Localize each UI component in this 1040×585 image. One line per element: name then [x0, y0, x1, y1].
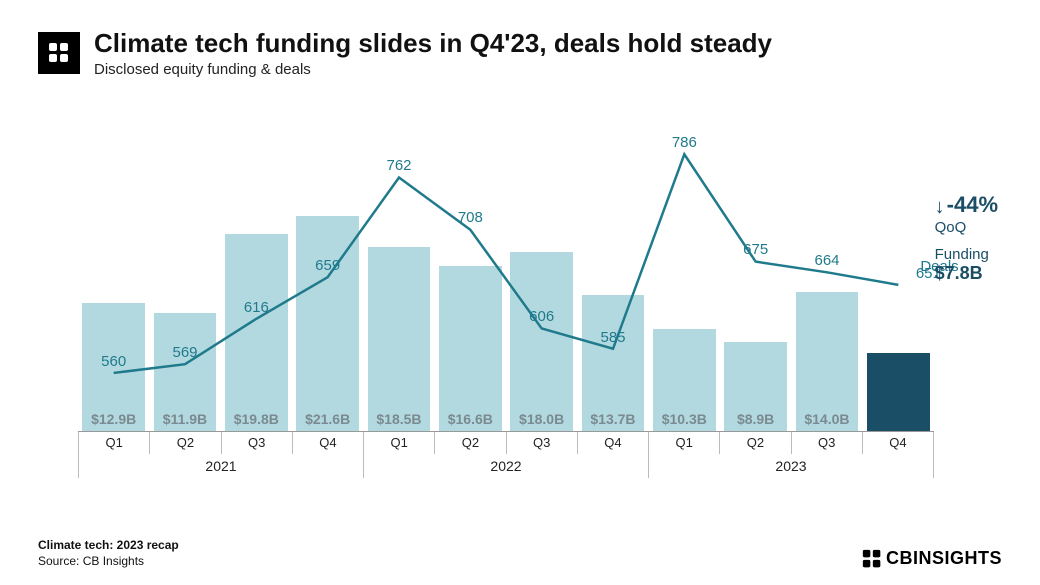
- plot-area: $12.9B$11.9B$19.8B$21.6B$18.5B$16.6B$18.…: [78, 102, 934, 432]
- deal-value-label: 585: [600, 329, 625, 346]
- brand: CBINSIGHTS: [862, 548, 1002, 569]
- deal-value-label: 659: [315, 257, 340, 274]
- x-tick-year: 2021: [78, 454, 364, 478]
- page-subtitle: Disclosed equity funding & deals: [94, 61, 1002, 78]
- x-axis-quarters: Q1Q2Q3Q4Q1Q2Q3Q4Q1Q2Q3Q4: [78, 432, 934, 454]
- footer: Climate tech: 2023 recap Source: CB Insi…: [38, 537, 1002, 569]
- deal-value-label: 708: [458, 209, 483, 226]
- x-tick-year: 2023: [649, 454, 934, 478]
- callout-sub: QoQ: [935, 219, 998, 236]
- x-axis-years: 202120222023: [78, 454, 934, 478]
- titles: Climate tech funding slides in Q4'23, de…: [94, 28, 1002, 78]
- x-tick-quarter: Q1: [78, 432, 150, 454]
- deal-value-label: 606: [529, 308, 554, 325]
- page: Climate tech funding slides in Q4'23, de…: [0, 0, 1040, 585]
- x-tick-quarter: Q4: [578, 432, 649, 454]
- header: Climate tech funding slides in Q4'23, de…: [38, 28, 1002, 78]
- x-tick-quarter: Q3: [507, 432, 578, 454]
- deal-value-label: 786: [672, 134, 697, 151]
- x-tick-quarter: Q2: [720, 432, 791, 454]
- deal-value-label: 569: [172, 344, 197, 361]
- x-tick-quarter: Q2: [435, 432, 506, 454]
- x-tick-quarter: Q2: [150, 432, 221, 454]
- x-tick-quarter: Q3: [222, 432, 293, 454]
- callout: ↓-44% QoQ Funding $7.8B: [935, 192, 998, 284]
- footnote: Climate tech: 2023 recap Source: CB Insi…: [38, 537, 179, 569]
- brand-text: CBINSIGHTS: [886, 548, 1002, 569]
- x-tick-year: 2022: [364, 454, 649, 478]
- chart: $12.9B$11.9B$19.8B$21.6B$18.5B$16.6B$18.…: [38, 102, 1002, 482]
- deal-value-label: 762: [386, 157, 411, 174]
- x-tick-quarter: Q1: [649, 432, 720, 454]
- deal-value-label: 560: [101, 353, 126, 370]
- page-title: Climate tech funding slides in Q4'23, de…: [94, 28, 1002, 59]
- cb-logo-small-icon: [862, 549, 882, 569]
- x-axis: Q1Q2Q3Q4Q1Q2Q3Q4Q1Q2Q3Q4 202120222023: [78, 432, 934, 482]
- deals-line: [78, 102, 934, 431]
- deal-value-label: 664: [814, 252, 839, 269]
- deal-value-label: 675: [743, 241, 768, 258]
- x-tick-quarter: Q3: [792, 432, 863, 454]
- cb-logo-icon: [38, 32, 80, 74]
- deal-value-label: 616: [244, 299, 269, 316]
- arrow-down-icon: ↓: [935, 196, 945, 219]
- x-tick-quarter: Q4: [293, 432, 364, 454]
- footnote-source: Source: CB Insights: [38, 554, 144, 568]
- callout-pct: ↓-44%: [935, 192, 998, 219]
- x-tick-quarter: Q4: [863, 432, 934, 454]
- callout-funding: Funding $7.8B: [935, 246, 998, 284]
- x-tick-quarter: Q1: [364, 432, 435, 454]
- footnote-title: Climate tech: 2023 recap: [38, 538, 179, 552]
